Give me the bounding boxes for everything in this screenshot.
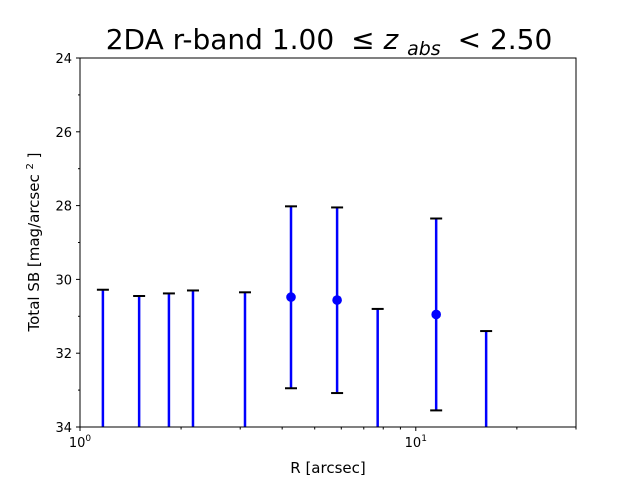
- y-label-close: ]: [25, 153, 43, 159]
- y-axis-label: Total SB [mag/arcsec 2 ]: [19, 153, 43, 333]
- title-sub: abs: [407, 38, 441, 60]
- axes-frame: [79, 57, 577, 428]
- y-tick-label-28: 28: [55, 200, 72, 215]
- title-leq: ≤: [351, 23, 374, 56]
- title-var: z: [382, 23, 399, 56]
- x-tick-exp-10: 1: [421, 434, 427, 444]
- data-point-5: [286, 292, 296, 302]
- x-tick-base-1: 10: [69, 436, 86, 451]
- x-tick-base-10: 10: [405, 436, 422, 451]
- y-tick-label-24: 24: [55, 52, 72, 67]
- x-tick-exp-1: 0: [85, 434, 91, 444]
- x-tick-label-1: 100: [69, 434, 92, 451]
- plot-area: [96, 205, 493, 427]
- data-point-6: [332, 295, 342, 305]
- x-axis-label: R [arcsec]: [290, 459, 365, 477]
- y-tick-label-34: 34: [55, 421, 72, 436]
- y-tick-label-26: 26: [55, 126, 72, 141]
- y-tick-label-32: 32: [55, 347, 72, 362]
- chart-title: 2DA r-band 1.00 ≤ z abs < 2.50: [106, 23, 553, 62]
- data-point-8: [431, 309, 441, 320]
- y-tick-label-30: 30: [55, 273, 72, 288]
- x-tick-label-10: 101: [405, 434, 427, 451]
- title-prefix: 2DA r-band 1.00: [106, 23, 334, 56]
- y-label-sup: 2: [25, 163, 36, 169]
- title-suffix: < 2.50: [458, 23, 553, 56]
- y-label-main: Total SB [mag/arcsec: [25, 174, 43, 332]
